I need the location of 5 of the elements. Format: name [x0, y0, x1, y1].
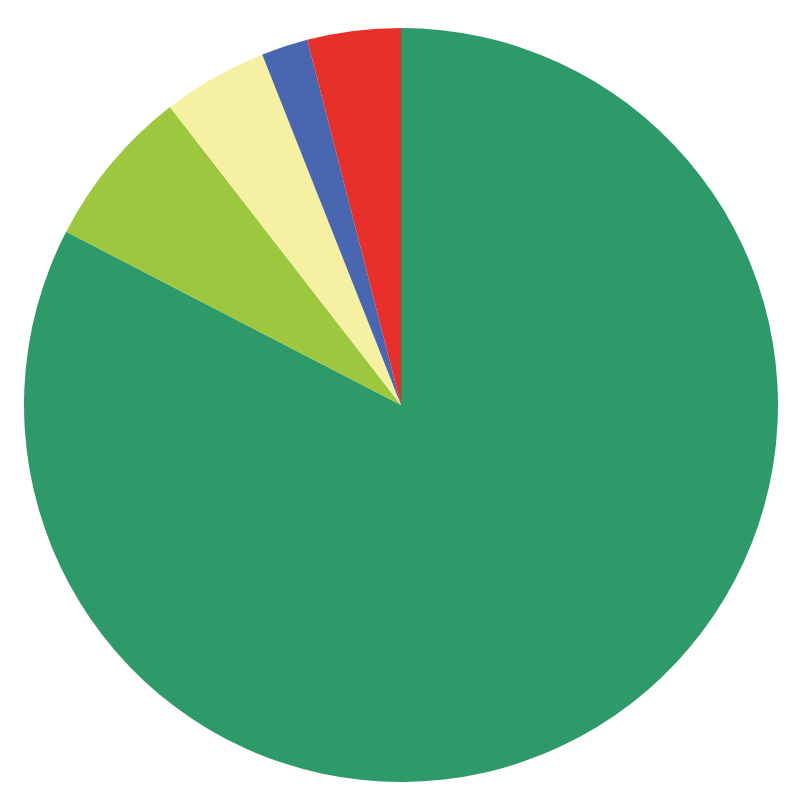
- pie-slice: [24, 28, 778, 782]
- pie-slice: [262, 39, 401, 405]
- pie-slice: [307, 28, 401, 405]
- pie-slice: [66, 107, 401, 405]
- pie-slice: [169, 54, 401, 405]
